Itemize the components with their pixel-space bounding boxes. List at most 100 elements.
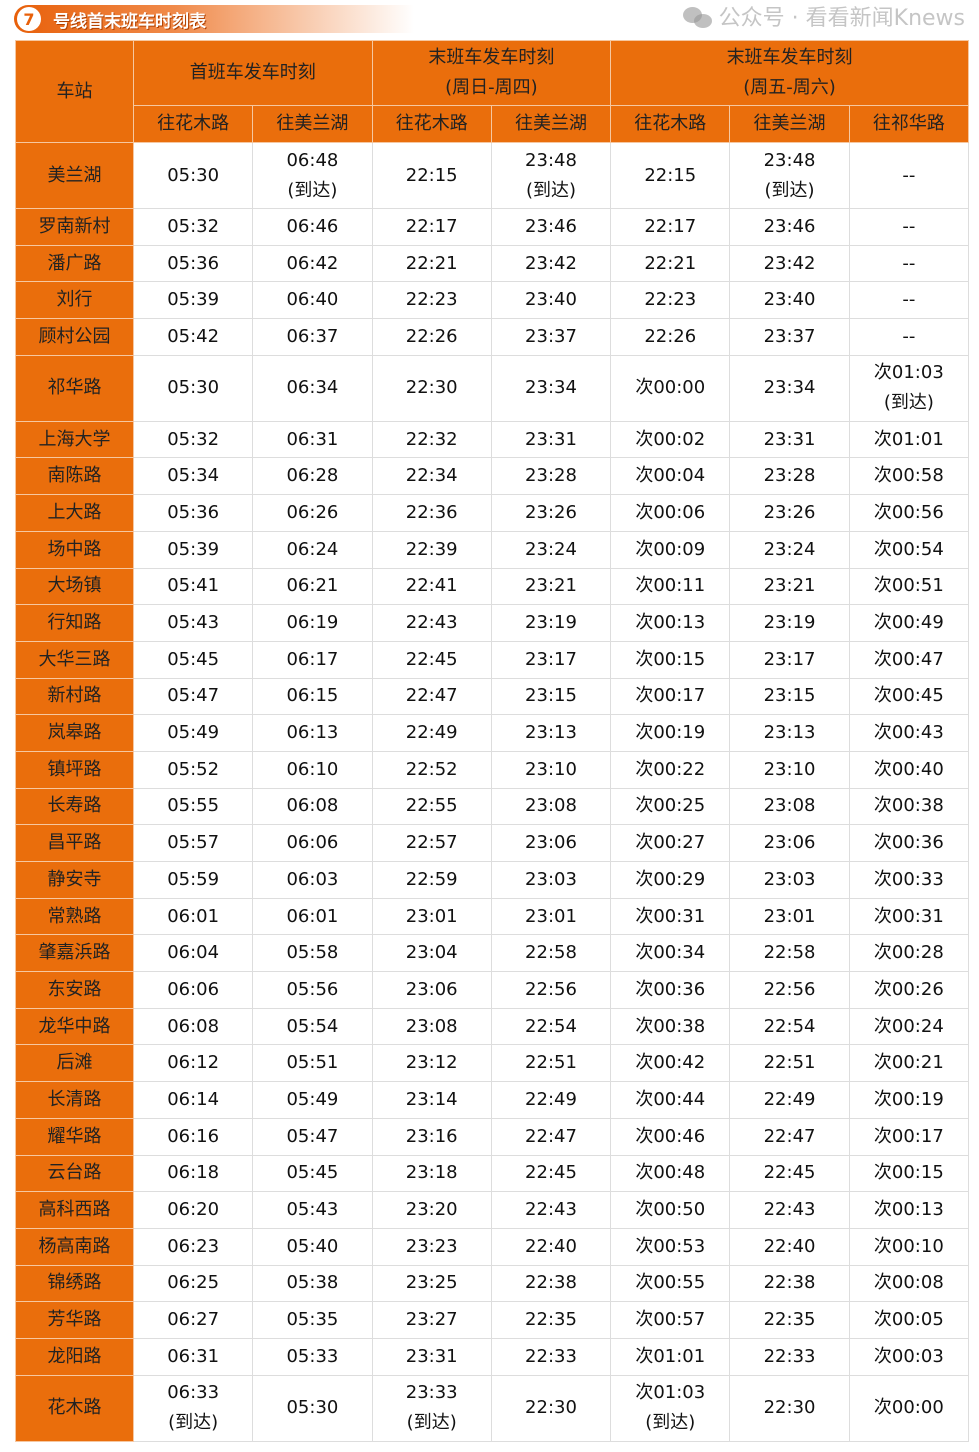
time-cell: 22:17 bbox=[610, 208, 731, 246]
table-row: 新村路 05:47 06:15 22:47 23:15 次00:17 23:15 次00:45 bbox=[15, 677, 970, 716]
time-cell: 05:36 bbox=[132, 244, 254, 283]
time-cell: 06:42 bbox=[252, 244, 373, 283]
time-cell: 22:49 bbox=[490, 1081, 612, 1119]
time-cell: 06:18 bbox=[132, 1154, 254, 1193]
time-cell: 05:41 bbox=[132, 567, 254, 606]
table-row: 顾村公园 05:42 06:37 22:26 23:37 22:26 23:37 -- bbox=[15, 318, 970, 356]
header-station: 车站 bbox=[15, 40, 134, 143]
time-cell: 23:12 bbox=[371, 1044, 492, 1083]
time-cell: 23:34 bbox=[729, 354, 850, 422]
time-cell: 22:32 bbox=[371, 420, 492, 459]
time-cell: 06:27 bbox=[132, 1301, 254, 1339]
time-cell: 23:01 bbox=[490, 897, 612, 936]
time-cell: 06:21 bbox=[252, 567, 373, 606]
time-cell: 05:39 bbox=[132, 281, 254, 320]
table-row: 后滩 06:12 05:51 23:12 22:51 次00:42 22:51 次00:21 bbox=[15, 1044, 970, 1083]
station-name: 新村路 bbox=[15, 677, 134, 716]
time-cell: 22:43 bbox=[729, 1191, 850, 1229]
subheader-direction: 往花木路 bbox=[371, 105, 492, 143]
time-cell: 23:42 bbox=[729, 244, 850, 283]
time-cell: 23:23 bbox=[371, 1227, 492, 1266]
table-row: 潘广路 05:36 06:42 22:21 23:42 22:21 23:42 -- bbox=[15, 244, 970, 283]
time-cell: 次00:03 bbox=[848, 1337, 970, 1376]
time-cell: 23:27 bbox=[371, 1301, 492, 1339]
table-row: 大场镇 05:41 06:21 22:41 23:21 次00:11 23:21 次00:51 bbox=[15, 567, 970, 606]
time-cell: 23:21 bbox=[729, 567, 850, 606]
time-cell: -- bbox=[848, 244, 970, 283]
time-cell: 23:06 bbox=[490, 824, 612, 862]
table-row: 花木路 06:33 (到达) 05:30 23:33 (到达) 22:30 次01:03 … bbox=[15, 1374, 970, 1442]
time-cell: 22:54 bbox=[490, 1007, 612, 1046]
time-cell: 次00:53 bbox=[610, 1227, 731, 1266]
time-cell: 22:30 bbox=[371, 354, 492, 422]
time-cell: 05:52 bbox=[132, 750, 254, 789]
time-cell: 22:45 bbox=[490, 1154, 612, 1193]
time-cell: 23:15 bbox=[490, 677, 612, 716]
time-cell: 次00:36 bbox=[848, 824, 970, 862]
time-cell: 次01:01 bbox=[610, 1337, 731, 1376]
time-cell: 05:32 bbox=[132, 208, 254, 246]
time-cell: 05:30 bbox=[132, 354, 254, 422]
time-cell: 次00:46 bbox=[610, 1117, 731, 1156]
station-name: 花木路 bbox=[15, 1374, 134, 1442]
time-cell: 23:34 bbox=[490, 354, 612, 422]
time-cell: 05:57 bbox=[132, 824, 254, 862]
time-cell: 次00:47 bbox=[848, 640, 970, 679]
time-cell: 次00:24 bbox=[848, 1007, 970, 1046]
station-name: 长清路 bbox=[15, 1081, 134, 1119]
time-cell: 23:08 bbox=[490, 787, 612, 826]
time-cell: 次00:19 bbox=[848, 1081, 970, 1119]
time-cell: 23:01 bbox=[371, 897, 492, 936]
time-cell: 06:16 bbox=[132, 1117, 254, 1156]
station-name: 美兰湖 bbox=[15, 142, 134, 209]
time-cell: 05:49 bbox=[252, 1081, 373, 1119]
time-cell: 次00:17 bbox=[610, 677, 731, 716]
time-cell: 22:55 bbox=[371, 787, 492, 826]
time-cell: 06:01 bbox=[132, 897, 254, 936]
station-name: 肇嘉浜路 bbox=[15, 934, 134, 973]
time-cell: 06:48 (到达) bbox=[252, 142, 373, 209]
time-cell: 次00:04 bbox=[610, 457, 731, 496]
time-cell: 22:26 bbox=[610, 318, 731, 356]
time-cell: 06:46 bbox=[252, 208, 373, 246]
time-cell: 次00:25 bbox=[610, 787, 731, 826]
time-cell: 06:08 bbox=[132, 1007, 254, 1046]
time-cell: 次00:48 bbox=[610, 1154, 731, 1193]
time-cell: 23:40 bbox=[490, 281, 612, 320]
time-cell: 23:10 bbox=[490, 750, 612, 789]
time-cell: 05:43 bbox=[252, 1191, 373, 1229]
time-cell: 22:47 bbox=[729, 1117, 850, 1156]
time-cell: 22:38 bbox=[490, 1264, 612, 1303]
time-cell: 22:47 bbox=[490, 1117, 612, 1156]
time-cell: 次00:57 bbox=[610, 1301, 731, 1339]
time-cell: 次00:09 bbox=[610, 530, 731, 569]
time-cell: 06:34 bbox=[252, 354, 373, 422]
time-cell: 22:49 bbox=[729, 1081, 850, 1119]
table-row: 上海大学 05:32 06:31 22:32 23:31 次00:02 23:31 次01:0… bbox=[15, 420, 970, 459]
station-name: 龙阳路 bbox=[15, 1337, 134, 1376]
time-cell: 次00:40 bbox=[848, 750, 970, 789]
header-last-train-sun-thu: 末班车发车时刻 (周日-周四) bbox=[371, 40, 612, 106]
time-cell: 05:39 bbox=[132, 530, 254, 569]
time-cell: 22:47 bbox=[371, 677, 492, 716]
time-cell: 次01:03 (到达) bbox=[848, 354, 970, 422]
time-cell: -- bbox=[848, 142, 970, 209]
time-cell: 06:06 bbox=[132, 971, 254, 1009]
table-row: 肇嘉浜路 06:04 05:58 23:04 22:58 次00:34 22:58 次00:2… bbox=[15, 934, 970, 973]
time-cell: 次00:26 bbox=[848, 971, 970, 1009]
table-row: 祁华路 05:30 06:34 22:30 23:34 次00:00 23:34 次01:03… bbox=[15, 354, 970, 422]
table-row: 美兰湖 05:30 06:48 (到达) 22:15 23:48 (到达) 22:15 23… bbox=[15, 142, 970, 209]
time-cell: 05:56 bbox=[252, 971, 373, 1009]
time-cell: 次00:42 bbox=[610, 1044, 731, 1083]
table-row: 常熟路 06:01 06:01 23:01 23:01 次00:31 23:01 次00:31 bbox=[15, 897, 970, 936]
time-cell: 次00:38 bbox=[848, 787, 970, 826]
header-last-train-fri-sat: 末班车发车时刻 (周五-周六) bbox=[610, 40, 969, 106]
time-cell: 06:23 bbox=[132, 1227, 254, 1266]
time-cell: 05:45 bbox=[132, 640, 254, 679]
time-cell: 22:17 bbox=[371, 208, 492, 246]
time-cell: 次00:02 bbox=[610, 420, 731, 459]
time-cell: 05:59 bbox=[132, 861, 254, 899]
time-cell: 次00:38 bbox=[610, 1007, 731, 1046]
time-cell: 次00:00 bbox=[848, 1374, 970, 1442]
station-name: 上海大学 bbox=[15, 420, 134, 459]
